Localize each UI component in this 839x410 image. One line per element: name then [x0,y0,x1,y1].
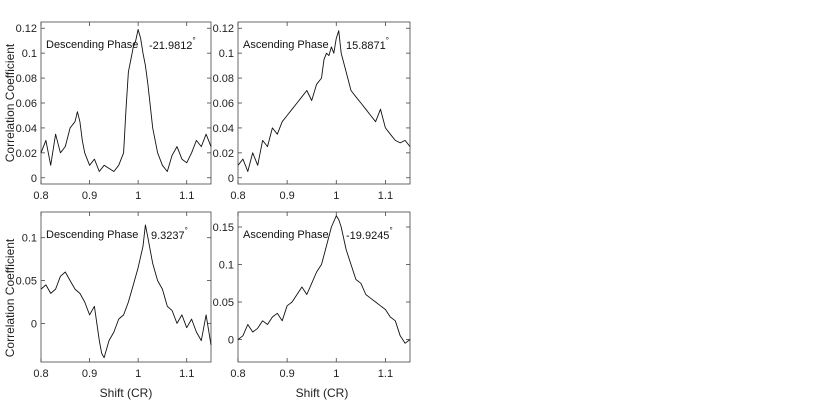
series-line [237,30,411,172]
y-tick-label: 0.08 [16,73,37,85]
y-tick-label: 0 [228,173,234,185]
y-tick-label: 0.1 [22,233,37,245]
angle-annotation: -19.9245° [346,226,393,242]
x-tick-label: 1 [333,368,339,380]
y-tick-label: 0.1 [22,48,37,60]
x-tick-label: 1.1 [179,368,194,380]
angle-annotation: 9.3237° [151,226,188,242]
angle-annotation: -21.9812° [149,36,196,52]
y-tick-label: 0.06 [16,98,37,110]
x-tick-label: 0.8 [230,368,245,380]
series-line [40,29,212,172]
y-tick-label: 0.04 [213,123,234,135]
x-tick-label: 1.1 [378,368,393,380]
panel-2: 0.8 0.9 1 1.1 0 0.02 0.04 0.06 0.08 0.1 0.12 Ascend… [213,21,411,202]
series-line [237,215,411,344]
xlabel-right: Shift (CR) [296,386,349,400]
y-tick-label: 0.1 [219,48,234,60]
panel-3: 0.8 0.9 1 1.1 0 0.05 0.1 Descending Phase 9.3237… [16,211,212,380]
x-tick-label: 0.9 [279,190,294,202]
x-tick-label: 0.9 [82,190,97,202]
y-tick-label: 0.05 [16,276,37,288]
x-tick-label: 1 [135,190,141,202]
axes-frame [40,211,212,363]
y-tick-label: 0 [228,335,234,347]
y-tick-label: 0.12 [16,23,37,35]
y-tick-label: 0.12 [213,23,234,35]
panel-title: Ascending Phase [243,39,329,51]
panel-title: Descending Phase [46,229,138,241]
x-tick-label: 0.9 [82,368,97,380]
x-tick-label: 0.8 [230,190,245,202]
series-line [40,224,212,359]
panel-title: Descending Phase [46,39,138,51]
y-tick-label: 0.04 [16,123,37,135]
xlabel-left: Shift (CR) [100,386,153,400]
axes-frame [237,211,411,363]
y-tick-label: 0 [31,173,37,185]
x-tick-label: 0.9 [279,368,294,380]
x-tick-label: 0.8 [33,190,48,202]
y-tick-label: 0.02 [16,148,37,160]
ylabel-top: Correlation Coefficient [3,43,17,162]
x-tick-label: 1.1 [378,190,393,202]
ylabel-bottom: Correlation Coefficient [3,238,17,357]
y-tick-label: 0.08 [213,73,234,85]
panel-4: 0.8 0.9 1 1.1 0 0.05 0.1 0.15 Ascending Phase -19… [213,211,411,380]
x-tick-label: 1.1 [179,190,194,202]
y-tick-label: 0 [31,318,37,330]
y-tick-label: 0.1 [219,260,234,272]
y-tick-label: 0.02 [213,148,234,160]
y-tick-label: 0.15 [213,222,234,234]
x-tick-label: 1 [333,190,339,202]
angle-annotation: 15.8871° [346,36,389,52]
panel-1: 0.8 0.9 1 1.1 0 0.02 0.04 0.06 0.08 0.1 0.12 Descen… [16,21,212,202]
y-tick-label: 0.05 [213,297,234,309]
x-tick-label: 1 [135,368,141,380]
panel-title: Ascending Phase [243,229,329,241]
x-tick-label: 0.8 [33,368,48,380]
y-tick-label: 0.06 [213,98,234,110]
